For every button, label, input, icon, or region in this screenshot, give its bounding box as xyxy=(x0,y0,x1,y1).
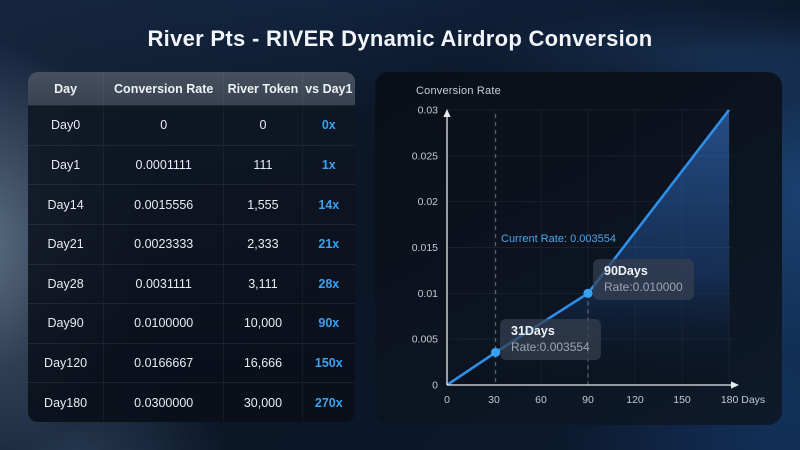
conversion-rate-cell: 0.0001111 xyxy=(103,145,223,185)
chart-title: Conversion Rate xyxy=(416,85,501,97)
vs-day1-cell: 0x xyxy=(301,106,355,145)
river-token-cell: 16,666 xyxy=(223,343,301,383)
tooltip-31days-value: Rate:0.003554 xyxy=(511,340,590,354)
table-row-day180: Day180 0.0300000 30,000 270x xyxy=(28,382,355,422)
conversion-rate-chart: 0 0.005 0.01 0.015 0.02 0.025 0.03 0 30 60 90 120 15… xyxy=(412,105,765,407)
header-day-cell: Day xyxy=(54,81,78,96)
conversion-table-panel: Day Conversion Rate River Token vs Day1 Day… xyxy=(28,72,355,422)
x-tick-label: 150 xyxy=(673,394,691,406)
conversion-chart-panel: Conversion Rate 0 0.005 0.01 0.015 0.02 0.025… xyxy=(375,72,782,425)
x-tick-label: 90 xyxy=(582,394,594,406)
y-tick-label: 0.01 xyxy=(418,288,439,300)
table-row-day90: Day90 0.0100000 10,000 90x xyxy=(28,303,355,343)
vs-day1-cell: 14x xyxy=(301,185,355,224)
tooltip-90days: 90Days Rate:0.010000 xyxy=(593,259,694,300)
y-tick-label: 0.02 xyxy=(418,196,439,208)
y-tick-label: 0.025 xyxy=(412,150,438,162)
table-row-day21: Day21 0.0023333 2,333 21x xyxy=(28,223,355,264)
header-conversion-rate-cell: Conversion Rate xyxy=(103,72,223,105)
day-cell: Day180 xyxy=(44,395,88,410)
x-tick-label: 0 xyxy=(444,394,450,406)
conversion-rate-cell: 0.0100000 xyxy=(103,304,223,343)
vs-day1-cell: 21x xyxy=(301,224,355,264)
y-axis-arrow-icon xyxy=(443,109,451,117)
x-tick-label: 30 xyxy=(488,394,500,406)
area-fill xyxy=(447,110,729,385)
day-cell: Day90 xyxy=(47,316,84,331)
table-row-day1: Day1 0.0001111 111 1x xyxy=(28,144,355,185)
conversion-rate-cell: 0.0023333 xyxy=(103,224,223,264)
current-rate-annotation: Current Rate: 0.003554 xyxy=(501,233,616,245)
tooltip-31days-title: 31Days xyxy=(511,324,555,338)
table-row-day14: Day14 0.0015556 1,555 14x xyxy=(28,184,355,224)
conversion-rate-cell: 0 xyxy=(103,106,223,145)
table-body: Day0 0 0 0x Day1 0.0001111 111 1x Day14 0.0015556… xyxy=(28,105,355,422)
data-point-31days[interactable] xyxy=(490,347,501,358)
conversion-rate-cell: 0.0166667 xyxy=(103,343,223,383)
y-tick-label: 0.03 xyxy=(418,105,439,117)
conversion-rate-cell: 0.0015556 xyxy=(103,185,223,224)
x-tick-label: 60 xyxy=(535,394,547,406)
conversion-rate-cell: 0.0300000 xyxy=(103,383,223,422)
day-cell: Day21 xyxy=(47,237,84,252)
page-title: River Pts - RIVER Dynamic Airdrop Conver… xyxy=(147,26,653,51)
table-row-day0: Day0 0 0 0x xyxy=(28,105,355,145)
x-tick-label: 120 xyxy=(626,394,644,406)
tooltip-90days-title: 90Days xyxy=(604,264,648,278)
y-tick-label: 0.005 xyxy=(412,334,438,346)
tooltip-31days: 31Days Rate:0.003554 xyxy=(500,319,601,360)
river-token-cell: 10,000 xyxy=(223,304,301,343)
vs-day1-cell: 150x xyxy=(301,343,355,383)
conversion-rate-cell: 0.0031111 xyxy=(103,264,223,304)
table-row-day120: Day120 0.0166667 16,666 150x xyxy=(28,342,355,383)
y-tick-label: 0.015 xyxy=(412,242,438,254)
river-token-cell: 1,555 xyxy=(223,185,301,224)
river-token-cell: 111 xyxy=(223,145,301,185)
header-vs-day1-cell: vs Day1 xyxy=(301,72,355,105)
header-river-token-cell: River Token xyxy=(223,72,301,105)
day-cell: Day1 xyxy=(51,157,81,172)
table-header-row: Day Conversion Rate River Token vs Day1 xyxy=(28,72,355,105)
day-cell: Day0 xyxy=(51,118,81,133)
river-token-cell: 30,000 xyxy=(223,383,301,422)
river-token-cell: 2,333 xyxy=(223,224,301,264)
y-tick-label: 0 xyxy=(432,380,438,392)
data-point-90days[interactable] xyxy=(583,288,593,298)
tooltip-90days-value: Rate:0.010000 xyxy=(604,280,683,294)
vs-day1-cell: 28x xyxy=(301,264,355,304)
vs-day1-cell: 1x xyxy=(301,145,355,185)
day-cell: Day28 xyxy=(47,276,84,291)
vs-day1-cell: 90x xyxy=(301,304,355,343)
day-cell: Day120 xyxy=(44,356,88,371)
x-axis-arrow-icon xyxy=(731,381,739,389)
river-token-cell: 3,111 xyxy=(223,264,301,304)
x-tick-label: 180 Days xyxy=(721,394,765,406)
table-row-day28: Day28 0.0031111 3,111 28x xyxy=(28,263,355,304)
river-token-cell: 0 xyxy=(223,106,301,145)
day-cell: Day14 xyxy=(47,197,84,212)
vs-day1-cell: 270x xyxy=(301,383,355,422)
